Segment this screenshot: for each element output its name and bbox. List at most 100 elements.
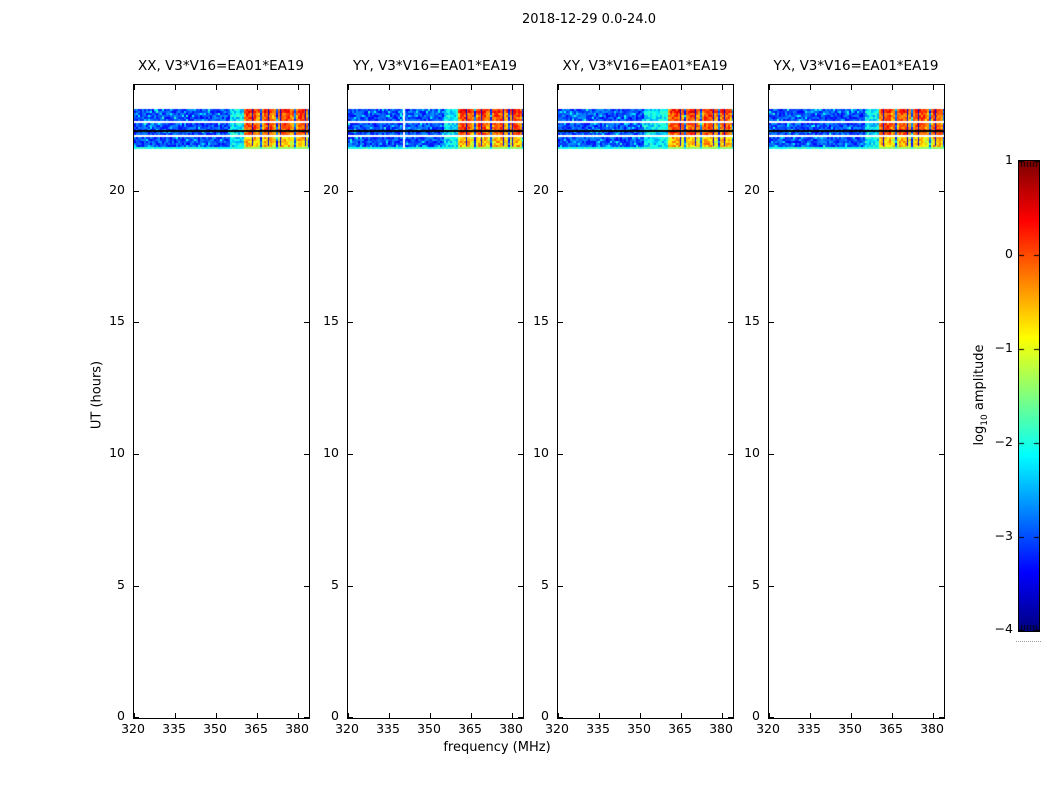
x-axis-tick [298,713,299,718]
x-axis-tick [681,85,682,90]
x-axis-tick [810,713,811,718]
y-axis-tick [134,322,139,323]
x-tick-label: 380 [709,721,733,736]
x-axis-tick [257,85,258,90]
y-axis-tick [728,191,733,192]
y-axis-tick [728,717,733,718]
spectrogram-canvas-xx [134,85,309,718]
colorbar-tick-label: 0 [1005,246,1013,261]
x-axis-tick [348,85,349,90]
x-tick-label: 320 [756,721,780,736]
x-tick-label: 365 [244,721,268,736]
spectrogram-panel-xy [557,84,734,719]
panel-title-xx: XX, V3*V16=EA01*EA19 [137,58,305,74]
x-axis-tick [722,85,723,90]
colorbar-tick-label: 1 [1005,152,1013,167]
spectrogram-panel-yx [768,84,945,719]
y-axis-tick [304,586,309,587]
y-tick-label: 15 [533,313,549,328]
spectrogram-canvas-xy [558,85,733,718]
spectrogram-panel-yy [347,84,524,719]
x-tick-label: 380 [285,721,309,736]
y-tick-label: 20 [744,182,760,197]
panel-title-yx: YX, V3*V16=EA01*EA19 [773,58,939,74]
y-tick-label: 20 [323,182,339,197]
y-axis-tick [769,322,774,323]
x-axis-tick [389,85,390,90]
y-axis-tick [348,454,353,455]
x-axis-tick [892,85,893,90]
spectrogram-panel-xx [133,84,310,719]
y-axis-tick [348,322,353,323]
y-axis-tick [558,717,563,718]
x-axis-tick [216,85,217,90]
y-axis-tick [769,717,774,718]
y-tick-label: 20 [109,182,125,197]
x-axis-tick [810,85,811,90]
y-axis-tick [304,454,309,455]
x-tick-label: 320 [335,721,359,736]
y-axis-tick [558,454,563,455]
y-tick-label: 15 [323,313,339,328]
x-axis-tick [134,713,135,718]
panel-title-xy: XY, V3*V16=EA01*EA19 [562,58,728,74]
x-axis-tick [892,713,893,718]
y-axis-tick [348,191,353,192]
x-tick-label: 350 [417,721,441,736]
y-axis-tick [558,191,563,192]
x-axis-tick [471,713,472,718]
y-axis-tick [134,191,139,192]
x-axis-tick [298,85,299,90]
x-axis-tick [175,713,176,718]
y-tick-label: 5 [752,577,760,592]
x-tick-label: 365 [458,721,482,736]
y-axis-label: UT (hours) [89,360,105,430]
x-axis-tick [851,85,852,90]
x-axis-tick [769,713,770,718]
x-axis-tick [722,713,723,718]
x-axis-tick [851,713,852,718]
y-axis-tick [728,454,733,455]
x-axis-tick [640,713,641,718]
y-axis-tick [769,191,774,192]
x-axis-tick [933,85,934,90]
x-tick-label: 335 [162,721,186,736]
x-axis-tick [216,713,217,718]
y-axis-tick [348,717,353,718]
y-axis-tick [939,717,944,718]
figure-title: 2018-12-29 0.0-24.0 [522,12,656,27]
y-axis-tick [728,586,733,587]
colorbar-tick-label: −1 [994,340,1013,355]
x-axis-tick [681,713,682,718]
x-axis-tick [558,713,559,718]
y-axis-tick [518,717,523,718]
y-axis-tick [939,322,944,323]
x-axis-tick [348,713,349,718]
x-tick-label: 320 [545,721,569,736]
y-tick-label: 0 [541,708,549,723]
x-tick-label: 380 [920,721,944,736]
y-tick-label: 0 [117,708,125,723]
y-axis-tick [939,454,944,455]
colorbar [1018,160,1040,632]
x-tick-label: 335 [376,721,400,736]
y-tick-label: 10 [744,445,760,460]
y-axis-tick [134,586,139,587]
y-axis-tick [348,586,353,587]
x-axis-tick [175,85,176,90]
y-axis-tick [558,322,563,323]
y-axis-tick [728,322,733,323]
x-axis-tick [134,85,135,90]
colorbar-canvas [1019,161,1039,631]
y-axis-tick [558,586,563,587]
x-tick-label: 365 [879,721,903,736]
y-tick-label: 10 [533,445,549,460]
x-tick-label: 350 [838,721,862,736]
x-axis-tick [257,713,258,718]
y-tick-label: 15 [744,313,760,328]
x-axis-tick [769,85,770,90]
colorbar-label: log10 amplitude [972,344,990,445]
y-axis-tick [939,586,944,587]
x-axis-tick [599,713,600,718]
x-tick-label: 350 [627,721,651,736]
